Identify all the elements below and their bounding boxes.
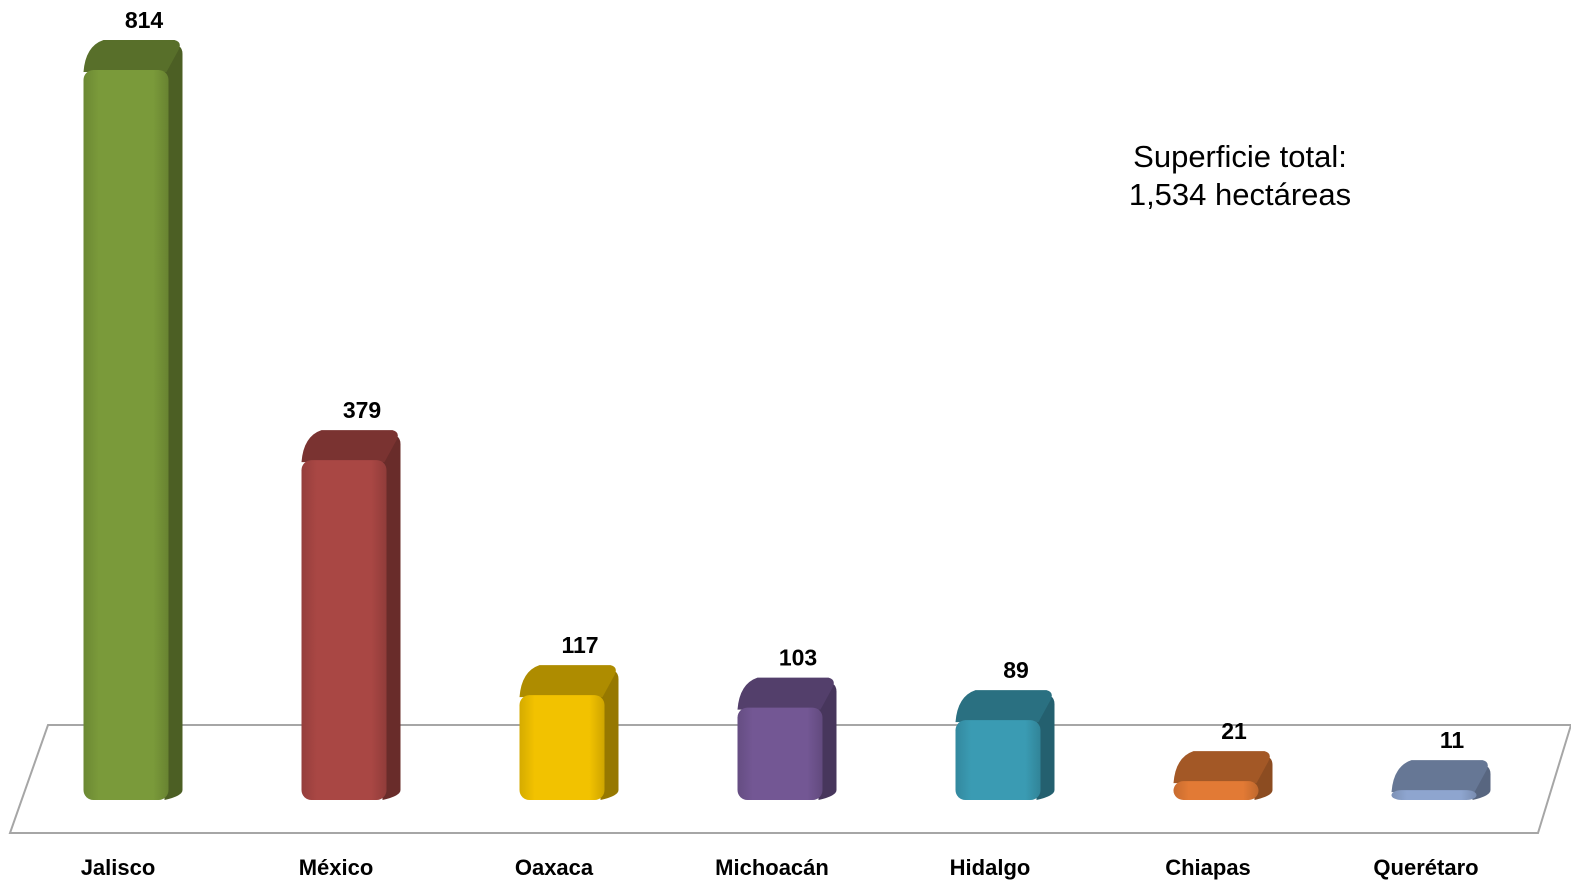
bar-side-face (382, 436, 401, 800)
bar-querétaro (1391, 760, 1491, 800)
bar-oaxaca (519, 665, 619, 800)
annotation-line-2: 1,534 hectáreas (1128, 177, 1352, 212)
bar-front-face (737, 707, 823, 800)
bar-hidalgo (955, 690, 1055, 800)
total-area-annotation: Superficie total: 1,534 hectáreas (1090, 138, 1390, 214)
category-label-chiapas: Chiapas (1165, 855, 1251, 880)
bar-side-face (818, 683, 837, 800)
bar-méxico (301, 430, 401, 800)
bar-top-face (955, 690, 1052, 723)
bar-side-face (1472, 766, 1491, 800)
bar-front-face (955, 720, 1041, 800)
bar-front-face (301, 460, 387, 800)
category-label-hidalgo: Hidalgo (950, 855, 1031, 880)
bar-side-face (1036, 696, 1055, 800)
bar-top-face (737, 677, 834, 710)
bars-group (83, 40, 1491, 800)
value-label-querétaro: 11 (1440, 727, 1465, 753)
bar-top-face (1173, 751, 1270, 784)
bar-michoacán (737, 677, 837, 800)
bar-chiapas (1173, 751, 1273, 800)
value-label-jalisco: 814 (125, 7, 164, 33)
bar-top-face (301, 430, 398, 463)
bar-side-face (600, 671, 619, 800)
bar-top-face (83, 40, 180, 72)
annotation-line-1: Superficie total: (1133, 139, 1347, 174)
category-labels-group: Jalisco México Oaxaca Michoacán Hidalgo Chiap… (81, 855, 1479, 880)
bar-front-face (1391, 790, 1477, 800)
bar-top-face (1391, 760, 1488, 793)
value-label-oaxaca: 117 (561, 632, 598, 658)
bar-side-face (164, 46, 183, 800)
category-label-méxico: México (299, 855, 374, 880)
bar-top-face (519, 665, 616, 698)
bar-side-face (1254, 757, 1273, 800)
bar-front-face (519, 695, 605, 800)
value-label-méxico: 379 (343, 397, 381, 423)
category-label-querétaro: Querétaro (1373, 855, 1478, 880)
bar-front-face (1173, 781, 1259, 800)
value-label-michoacán: 103 (779, 645, 817, 671)
value-label-hidalgo: 89 (1003, 657, 1029, 683)
bar-front-face (83, 70, 169, 800)
value-label-chiapas: 21 (1221, 718, 1247, 744)
category-label-jalisco: Jalisco (81, 855, 156, 880)
category-label-oaxaca: Oaxaca (515, 855, 594, 880)
value-labels-group: 814 379 117 103 89 21 11 (125, 7, 1465, 753)
bar-jalisco (83, 40, 183, 800)
category-label-michoacán: Michoacán (715, 855, 829, 880)
